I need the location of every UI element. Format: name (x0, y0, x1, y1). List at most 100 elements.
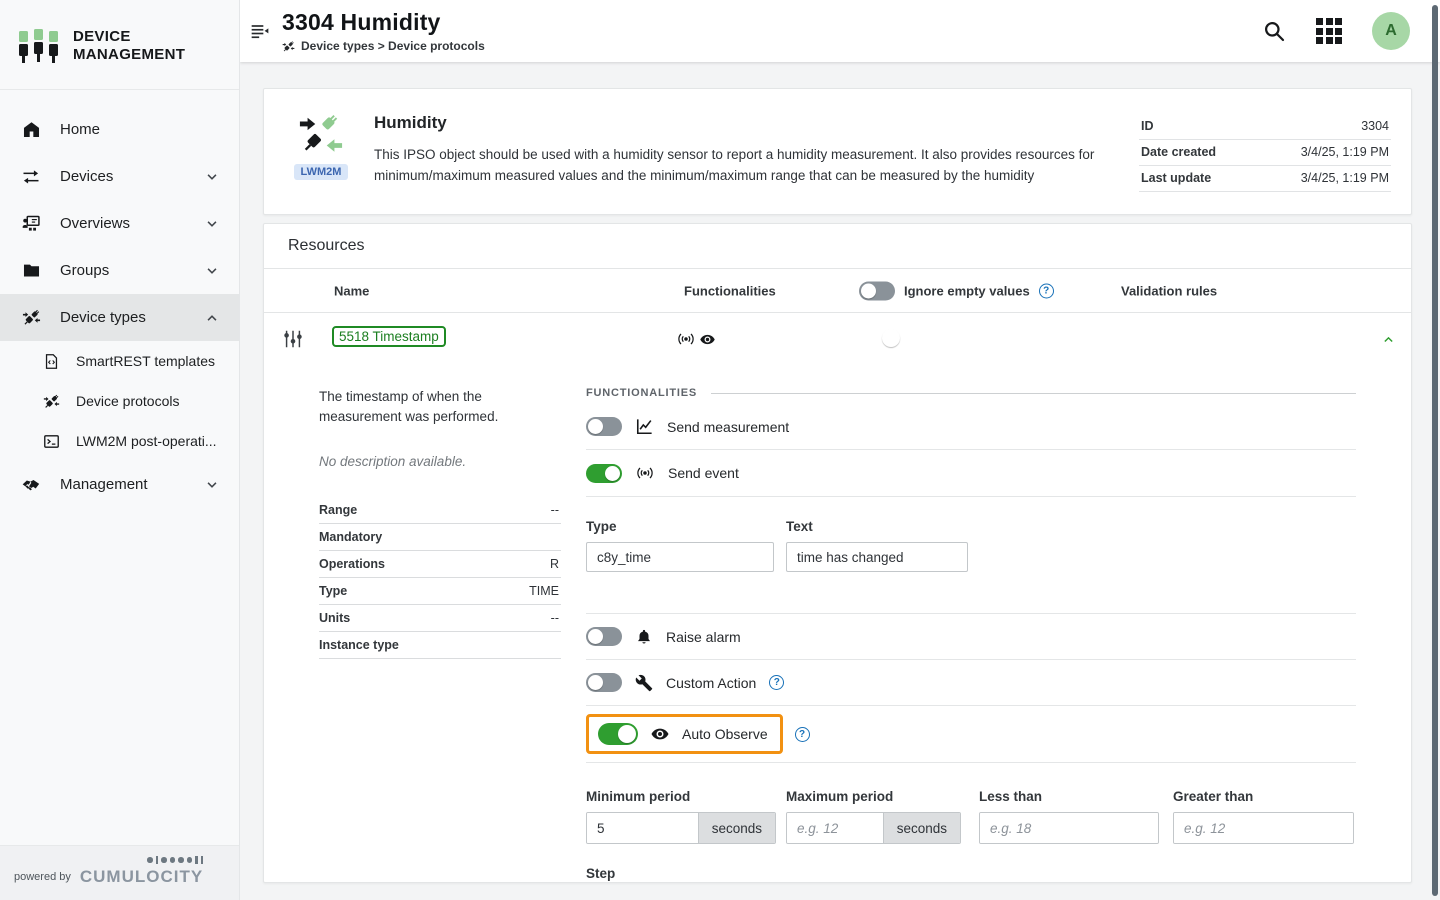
lwm2m-badge: LWM2M (293, 164, 349, 180)
send-measurement-toggle[interactable] (586, 417, 622, 436)
auto-observe-highlight-box: Auto Observe (586, 714, 783, 754)
chevron-up-icon[interactable] (1382, 333, 1395, 346)
seconds-addon: seconds (697, 813, 775, 843)
sidebar-item-devices[interactable]: Devices (0, 153, 239, 200)
type-label: Type (586, 519, 617, 534)
resources-title: Resources (264, 224, 1411, 269)
chevron-down-icon (205, 264, 219, 278)
text-field: Text (786, 519, 968, 572)
text-label: Text (786, 519, 813, 534)
main-area: 3304 Humidity Device types > Device prot… (240, 0, 1440, 900)
auto-observe-toggle[interactable] (598, 723, 638, 745)
property-row: Units -- (319, 605, 561, 632)
collapse-sidebar-icon[interactable] (250, 20, 270, 42)
protocol-icon-column: LWM2M (288, 111, 354, 196)
greater-than-input[interactable] (1174, 813, 1353, 843)
sidebar-item-lwm2m-post-operations[interactable]: LWM2M post-operati... (0, 421, 239, 461)
protocol-body: Humidity This IPSO object should be used… (354, 111, 1139, 196)
folder-icon (20, 261, 42, 280)
plug-icon (20, 308, 42, 327)
protocol-description: This IPSO object should be used with a h… (374, 147, 1095, 183)
help-icon[interactable]: ? (1038, 283, 1054, 298)
chevron-down-icon (205, 170, 219, 184)
send-event-row: Send event (586, 450, 1356, 497)
send-event-toggle[interactable] (586, 463, 622, 483)
help-icon[interactable]: ? (794, 726, 810, 742)
type-field: Type (586, 519, 774, 572)
eye-icon (650, 724, 670, 744)
sidebar-item-home[interactable]: Home (0, 106, 239, 153)
column-name: Name (334, 283, 370, 298)
maximum-period-label: Maximum period (786, 789, 894, 804)
protocol-name: Humidity (374, 113, 447, 132)
property-row: Mandatory (319, 524, 561, 551)
greater-than-field: Greater than (1173, 789, 1354, 844)
cumulocity-logo: CUMULOCITY (80, 856, 204, 887)
less-than-label: Less than (979, 789, 1043, 804)
sliders-icon (282, 328, 304, 350)
ignore-empty-values-group: Ignore empty values ? (859, 281, 1054, 300)
protocol-meta: ID 3304 Date created 3/4/25, 1:19 PM Las… (1139, 111, 1391, 196)
resource-row-5518-timestamp: 5518 Timestamp (264, 313, 1411, 365)
meta-row: Date created 3/4/25, 1:19 PM (1139, 140, 1391, 166)
row-functionality-icons (676, 329, 716, 349)
sidebar-item-management[interactable]: Management (0, 461, 239, 508)
app-title: DEVICE MANAGEMENT (73, 28, 186, 63)
wrench-icon (635, 674, 653, 692)
vertical-scrollbar[interactable] (1432, 5, 1438, 896)
custom-action-toggle[interactable] (586, 673, 622, 692)
auto-observe-row: Auto Observe ? (586, 706, 1356, 763)
search-icon[interactable] (1262, 19, 1286, 43)
device-management-logo-icon (16, 24, 60, 68)
presentation-icon (20, 214, 42, 234)
topbar: 3304 Humidity Device types > Device prot… (240, 0, 1440, 62)
raise-alarm-row: Raise alarm (586, 614, 1356, 660)
bell-icon (635, 628, 653, 646)
swap-arrows-icon (20, 167, 42, 187)
resources-table-header: Name Functionalities Ignore empty values… (264, 269, 1411, 313)
less-than-input[interactable] (980, 813, 1158, 843)
text-input[interactable] (786, 542, 968, 572)
meta-row: Last update 3/4/25, 1:19 PM (1139, 166, 1391, 192)
meta-row: ID 3304 (1139, 114, 1391, 140)
minimum-period-input[interactable] (587, 813, 698, 843)
help-icon[interactable]: ? (769, 675, 785, 690)
seconds-addon: seconds (882, 813, 960, 843)
chevron-down-icon (205, 217, 219, 231)
ignore-empty-values-toggle[interactable] (859, 281, 895, 300)
page-content: LWM2M Humidity This IPSO object should b… (240, 62, 1440, 900)
type-input[interactable] (586, 542, 774, 572)
maximum-period-input[interactable] (787, 813, 883, 843)
chevron-up-icon (205, 311, 219, 325)
page-title: 3304 Humidity (282, 9, 441, 35)
broadcast-icon (635, 463, 655, 483)
avatar[interactable]: A (1372, 12, 1410, 50)
sidebar-item-groups[interactable]: Groups (0, 247, 239, 294)
minimum-period-label: Minimum period (586, 789, 691, 804)
property-row: Range -- (319, 497, 561, 524)
sidebar-item-device-protocols[interactable]: Device protocols (0, 381, 239, 421)
sidebar-item-overviews[interactable]: Overviews (0, 200, 239, 247)
maximum-period-field: Maximum period seconds (786, 789, 961, 844)
home-icon (20, 120, 42, 139)
resource-expanded-panel: The timestamp of when the measurement wa… (264, 365, 1411, 881)
resource-detail-column: The timestamp of when the measurement wa… (319, 387, 561, 881)
resource-description: The timestamp of when the measurement wa… (319, 389, 499, 425)
custom-action-row: Custom Action ? (586, 660, 1356, 706)
sidebar-footer: powered by CUMULOCITY (0, 845, 239, 900)
resource-name-link[interactable]: 5518 Timestamp (332, 326, 446, 347)
column-functionalities: Functionalities (684, 283, 776, 298)
sidebar-item-smartrest-templates[interactable]: SmartREST templates (0, 341, 239, 381)
app-logo: DEVICE MANAGEMENT (0, 0, 239, 90)
property-row: Instance type (319, 632, 561, 659)
sidebar-item-device-types[interactable]: Device types (0, 294, 239, 341)
document-code-icon (42, 353, 60, 370)
plug-icon (282, 40, 295, 53)
eye-icon (699, 331, 716, 348)
period-form: Minimum period seconds Maximum period se… (586, 763, 1356, 844)
event-form: Type Text (586, 497, 1356, 614)
raise-alarm-toggle[interactable] (586, 627, 622, 646)
powered-by-label: powered by (14, 871, 71, 883)
sidebar: DEVICE MANAGEMENT Home Devices (0, 0, 240, 900)
app-switcher-icon[interactable] (1316, 18, 1342, 44)
